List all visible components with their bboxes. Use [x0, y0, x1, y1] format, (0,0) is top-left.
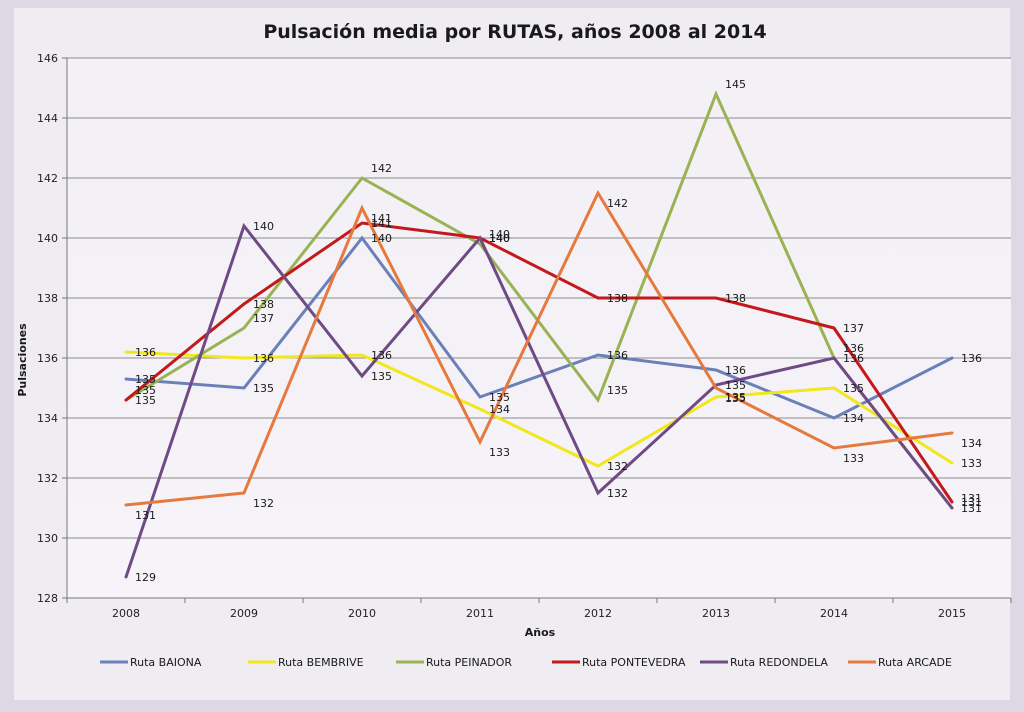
- x-tick-label: 2008: [112, 607, 140, 620]
- series-line-ruta-peinador: [124, 90, 954, 510]
- data-label: 135: [489, 391, 510, 404]
- y-axis: 128 130 132 134 136 138 140 142 144 146: [37, 52, 68, 605]
- data-label: 138: [725, 292, 746, 305]
- data-label: 131: [961, 502, 982, 515]
- data-label: 135: [725, 392, 746, 405]
- x-tick-label: 2009: [230, 607, 258, 620]
- x-tick-label: 2011: [466, 607, 494, 620]
- data-label: 140: [489, 232, 510, 245]
- y-tick-label: 134: [37, 412, 58, 425]
- data-label: 138: [253, 298, 274, 311]
- data-label: 137: [253, 312, 274, 325]
- data-label: 140: [489, 228, 510, 241]
- data-label: 142: [607, 197, 628, 210]
- legend-label: Ruta BAIONA: [130, 656, 202, 669]
- data-label: 136: [843, 342, 864, 355]
- y-tick-label: 142: [37, 172, 58, 185]
- legend-label: Ruta REDONDELA: [730, 656, 828, 669]
- data-label: 131: [961, 496, 982, 509]
- y-tick-label: 130: [37, 532, 58, 545]
- data-label: 133: [843, 452, 864, 465]
- data-label: 140: [489, 232, 510, 245]
- data-label: 136: [843, 352, 864, 365]
- y-tick-label: 146: [37, 52, 58, 65]
- x-tick-label: 2014: [820, 607, 848, 620]
- y-tick-label: 138: [37, 292, 58, 305]
- data-label: 135: [371, 370, 392, 383]
- series-line-ruta-redondela: [124, 222, 954, 579]
- series-line-ruta-arcade: [124, 189, 954, 507]
- data-label: 135: [135, 384, 156, 397]
- legend-label: Ruta PONTEVEDRA: [582, 656, 686, 669]
- series-line-ruta-pontevedra: [124, 221, 954, 504]
- x-tick-label: 2013: [702, 607, 730, 620]
- x-axis: 2008 2009 2010 2011 2012 2013 2014 2015: [66, 597, 1012, 620]
- series-lines: [124, 90, 954, 579]
- data-label: 136: [607, 349, 628, 362]
- data-label: 135: [607, 384, 628, 397]
- data-label: 132: [607, 487, 628, 500]
- data-label: 136: [253, 352, 274, 365]
- data-label: 136: [725, 364, 746, 377]
- plot-area: [67, 58, 1011, 598]
- data-label: 134: [843, 412, 864, 425]
- data-label: 137: [843, 322, 864, 335]
- data-label: 132: [253, 497, 274, 510]
- series-line-ruta-bembrive: [124, 350, 954, 468]
- data-label: 136: [371, 349, 392, 362]
- data-label: 134: [489, 403, 510, 416]
- data-label: 141: [371, 217, 392, 230]
- data-label: 133: [489, 446, 510, 459]
- legend-label: Ruta BEMBRIVE: [278, 656, 364, 669]
- data-label: 133: [961, 457, 982, 470]
- data-label: 140: [371, 232, 392, 245]
- legend: Ruta BAIONA Ruta BEMBRIVE Ruta PEINADOR Rut…: [100, 656, 952, 669]
- series-line-ruta-baiona: [124, 235, 954, 420]
- x-tick-label: 2010: [348, 607, 376, 620]
- y-axis-title: Pulsaciones: [16, 323, 29, 397]
- y-tick-label: 144: [37, 112, 58, 125]
- chart-title: Pulsación media por RUTAS, años 2008 al …: [263, 21, 766, 43]
- legend-label: Ruta ARCADE: [878, 656, 952, 669]
- data-label: 131: [135, 509, 156, 522]
- data-label: 136: [135, 346, 156, 359]
- x-tick-label: 2012: [584, 607, 612, 620]
- data-label: 135: [135, 394, 156, 407]
- data-label: 145: [725, 78, 746, 91]
- data-label: 135: [843, 382, 864, 395]
- data-label: 135: [725, 391, 746, 404]
- data-label: 141: [371, 212, 392, 225]
- data-label: 135: [725, 379, 746, 392]
- data-label: 135: [253, 382, 274, 395]
- data-label: 142: [371, 162, 392, 175]
- data-label: 134: [961, 437, 982, 450]
- y-tick-label: 136: [37, 352, 58, 365]
- y-tick-label: 128: [37, 592, 58, 605]
- y-tick-label: 140: [37, 232, 58, 245]
- data-label: 135: [135, 373, 156, 386]
- legend-label: Ruta PEINADOR: [426, 656, 512, 669]
- data-label: 132: [607, 460, 628, 473]
- data-label: 129: [135, 571, 156, 584]
- y-tick-label: 132: [37, 472, 58, 485]
- data-label: 140: [253, 220, 274, 233]
- x-tick-label: 2015: [938, 607, 966, 620]
- data-label: 131: [961, 492, 982, 505]
- data-label: 138: [607, 292, 628, 305]
- data-label: 136: [961, 352, 982, 365]
- x-axis-title: Años: [525, 626, 556, 639]
